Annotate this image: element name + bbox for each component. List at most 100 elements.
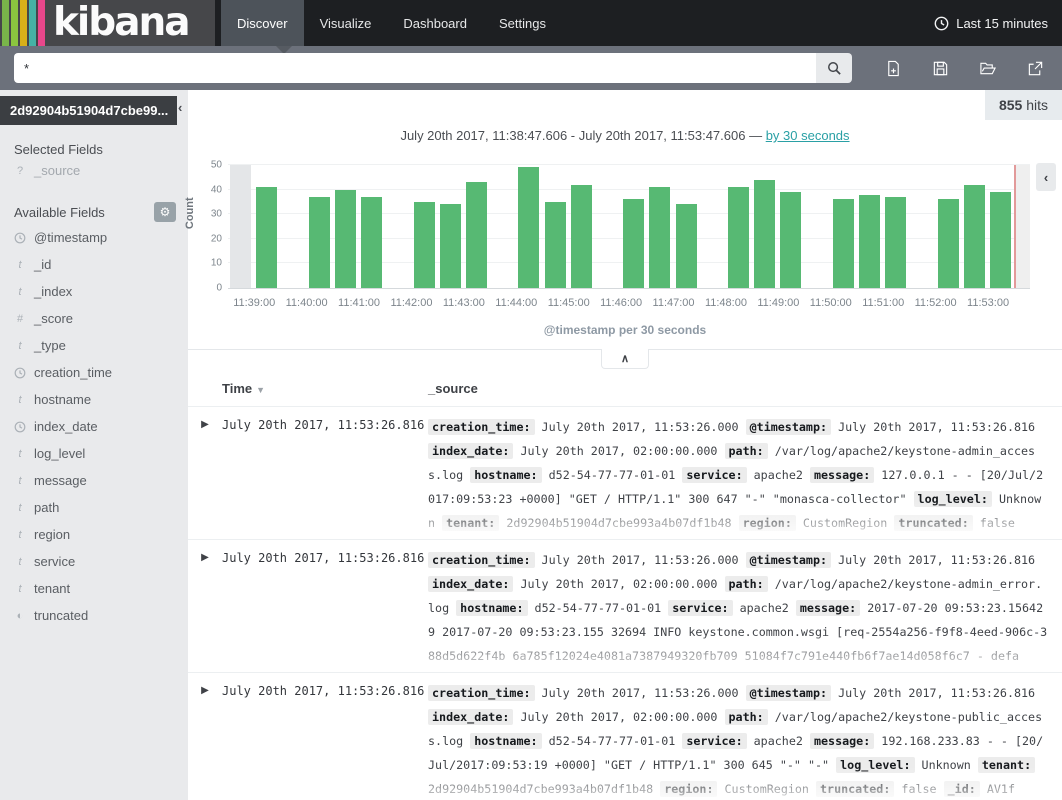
gridline bbox=[228, 188, 1030, 190]
clock-icon bbox=[934, 16, 949, 30]
tab-visualize[interactable]: Visualize bbox=[319, 15, 372, 31]
table-row[interactable]: ▶ July 20th 2017, 11:53:26.816 creation_ti… bbox=[188, 406, 1062, 539]
x-axis-tick-label: 11:49:00 bbox=[757, 297, 800, 309]
tab-settings[interactable]: Settings bbox=[498, 15, 546, 31]
sidebar-collapse-icon[interactable]: ‹ bbox=[178, 100, 183, 115]
new-search-button[interactable] bbox=[885, 60, 902, 77]
date-field-type-icon bbox=[14, 232, 26, 244]
source-column-header: _source bbox=[428, 381, 478, 396]
y-axis-tick-label: 40 bbox=[210, 184, 222, 196]
doc-source-content: creation_time: July 20th 2017, 11:53:26.… bbox=[428, 548, 1048, 668]
field-key-badge: creation_time: bbox=[428, 419, 535, 435]
histogram-bar[interactable] bbox=[570, 184, 592, 288]
hits-label: hits bbox=[1026, 97, 1048, 113]
toolbar-actions bbox=[885, 46, 1044, 90]
time-column-label: Time bbox=[222, 381, 253, 396]
field-item-creation_time[interactable]: creation_time bbox=[0, 359, 188, 386]
search-button[interactable] bbox=[816, 53, 852, 83]
field-item-_type[interactable]: t _type bbox=[0, 332, 188, 359]
partial-bucket-strip bbox=[1014, 165, 1030, 288]
time-range-title: July 20th 2017, 11:38:47.606 - July 20th… bbox=[188, 128, 1062, 143]
field-name: message bbox=[34, 473, 87, 488]
histogram-bar[interactable] bbox=[780, 192, 802, 288]
field-settings-button[interactable]: ⚙ bbox=[154, 202, 176, 222]
field-item-_id[interactable]: t _id bbox=[0, 251, 188, 278]
doc-source-content: creation_time: July 20th 2017, 11:53:26.… bbox=[428, 415, 1048, 535]
time-column-header[interactable]: Time ▼ bbox=[222, 381, 428, 396]
field-item-index_date[interactable]: index_date bbox=[0, 413, 188, 440]
histogram-bar[interactable] bbox=[754, 179, 776, 288]
table-row[interactable]: ▶ July 20th 2017, 11:53:26.816 creation_ti… bbox=[188, 672, 1062, 800]
histogram-bar[interactable] bbox=[728, 187, 750, 288]
histogram-bar[interactable] bbox=[990, 192, 1012, 288]
doc-source-cell: creation_time: July 20th 2017, 11:53:26.… bbox=[428, 681, 1062, 800]
discover-main: 855 hits July 20th 2017, 11:38:47.606 - … bbox=[184, 90, 1062, 800]
search-input[interactable] bbox=[14, 53, 816, 83]
histogram-bar[interactable] bbox=[963, 184, 985, 288]
field-key-badge: @timestamp: bbox=[745, 552, 832, 568]
histogram-bar[interactable] bbox=[361, 196, 383, 288]
histogram-bar[interactable] bbox=[544, 201, 566, 288]
logo-stripe bbox=[2, 0, 9, 46]
kibana-logo[interactable]: kibana bbox=[0, 0, 215, 46]
field-key-badge: path: bbox=[724, 709, 768, 725]
histogram-bar[interactable] bbox=[649, 187, 671, 288]
timepicker-button[interactable]: Last 15 minutes bbox=[934, 0, 1062, 46]
histogram-bar[interactable] bbox=[308, 196, 330, 288]
table-row[interactable]: ▶ July 20th 2017, 11:53:26.816 creation_ti… bbox=[188, 539, 1062, 672]
expand-row-icon[interactable]: ▶ bbox=[201, 552, 209, 563]
sort-descending-icon: ▼ bbox=[256, 385, 266, 395]
field-item-timestamp[interactable]: @timestamp bbox=[0, 224, 188, 251]
histogram-bar[interactable] bbox=[465, 182, 487, 288]
string-field-type-icon: t bbox=[18, 555, 22, 568]
doc-source-cell: creation_time: July 20th 2017, 11:53:26.… bbox=[428, 548, 1062, 668]
logo-stripe bbox=[38, 0, 45, 46]
share-button[interactable] bbox=[1027, 60, 1044, 77]
open-search-button[interactable] bbox=[979, 60, 997, 77]
unknown-field-type-icon: ? bbox=[16, 164, 24, 177]
histogram-bar[interactable] bbox=[334, 189, 356, 288]
field-item-_source[interactable]: ? _source bbox=[0, 157, 188, 184]
field-item-region[interactable]: t region bbox=[0, 521, 188, 548]
histogram-bar[interactable] bbox=[859, 194, 881, 288]
histogram-bar[interactable] bbox=[623, 199, 645, 288]
string-field-type-icon: t bbox=[18, 528, 22, 541]
field-item-service[interactable]: t service bbox=[0, 548, 188, 575]
histogram-bar[interactable] bbox=[230, 165, 252, 288]
field-item-hostname[interactable]: t hostname bbox=[0, 386, 188, 413]
chart-collapse-button[interactable]: ‹ bbox=[1036, 163, 1056, 191]
y-axis-tick-label: 30 bbox=[210, 208, 222, 220]
field-item-path[interactable]: t path bbox=[0, 494, 188, 521]
index-pattern-selector[interactable]: 2d92904b51904d7cbe99... bbox=[0, 96, 177, 125]
histogram-bar[interactable] bbox=[832, 199, 854, 288]
field-item-_score[interactable]: # _score bbox=[0, 305, 188, 332]
collapse-histogram-button[interactable]: ∧ bbox=[601, 349, 649, 369]
field-item-log_level[interactable]: t log_level bbox=[0, 440, 188, 467]
expand-row-icon[interactable]: ▶ bbox=[201, 419, 209, 430]
y-axis-tick-label: 0 bbox=[216, 282, 222, 294]
logo-stripe bbox=[11, 0, 18, 46]
field-item-tenant[interactable]: t tenant bbox=[0, 575, 188, 602]
histogram-bar[interactable] bbox=[937, 199, 959, 288]
field-name: _score bbox=[34, 311, 74, 326]
interval-link[interactable]: by 30 seconds bbox=[765, 128, 850, 143]
field-item-truncated[interactable]: ◐ truncated bbox=[0, 602, 188, 629]
x-axis-tick-label: 11:50:00 bbox=[809, 297, 852, 309]
field-name: creation_time bbox=[34, 365, 113, 380]
histogram-bar[interactable] bbox=[256, 187, 278, 288]
field-item-_index[interactable]: t _index bbox=[0, 278, 188, 305]
save-search-button[interactable] bbox=[932, 60, 949, 77]
histogram-bar[interactable] bbox=[675, 204, 697, 288]
histogram-plot: 0 10 20 30 40 50 bbox=[211, 160, 1030, 294]
field-name: truncated bbox=[34, 608, 89, 623]
histogram-bar[interactable] bbox=[413, 201, 435, 288]
tab-discover[interactable]: Discover bbox=[221, 0, 304, 46]
field-item-message[interactable]: t message bbox=[0, 467, 188, 494]
histogram-bar[interactable] bbox=[885, 196, 907, 288]
field-name: hostname bbox=[34, 392, 92, 407]
histogram-bar[interactable] bbox=[439, 204, 461, 288]
expand-row-icon[interactable]: ▶ bbox=[201, 685, 209, 696]
tab-dashboard[interactable]: Dashboard bbox=[403, 15, 467, 31]
histogram-bar[interactable] bbox=[518, 167, 540, 288]
field-key-badge: log_level: bbox=[836, 757, 915, 773]
